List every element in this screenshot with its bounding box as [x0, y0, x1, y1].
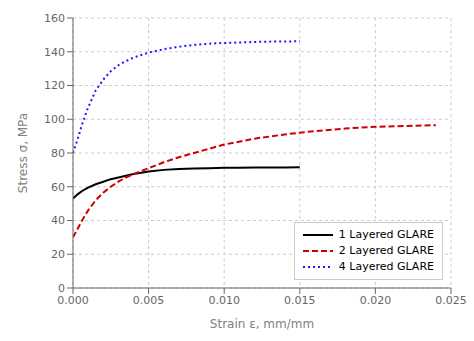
html-text:2 Layered GLARE: 2 Layered GLARE: [338, 244, 434, 257]
svg-text:20: 20: [51, 248, 65, 261]
svg-text:140: 140: [44, 46, 65, 59]
svg-text:0.020: 0.020: [360, 294, 392, 307]
svg-text:80: 80: [51, 147, 65, 160]
svg-text:0.000: 0.000: [57, 294, 89, 307]
svg-text:40: 40: [51, 214, 65, 227]
svg-text:100: 100: [44, 113, 65, 126]
svg-text:120: 120: [44, 79, 65, 92]
html-text:1 Layered GLARE: 1 Layered GLARE: [338, 228, 434, 241]
svg-text:0: 0: [58, 282, 65, 295]
svg-text:60: 60: [51, 181, 65, 194]
svg-text:Stress σ, MPa: Stress σ, MPa: [16, 113, 30, 193]
html-text:4 Layered GLARE: 4 Layered GLARE: [338, 260, 434, 273]
svg-text:160: 160: [44, 12, 65, 25]
svg-text:0.010: 0.010: [208, 294, 240, 307]
svg-text:0.005: 0.005: [133, 294, 165, 307]
svg-text:0.015: 0.015: [284, 294, 316, 307]
svg-text:Strain ε, mm/mm: Strain ε, mm/mm: [210, 317, 314, 331]
svg-text:0.025: 0.025: [435, 294, 466, 307]
